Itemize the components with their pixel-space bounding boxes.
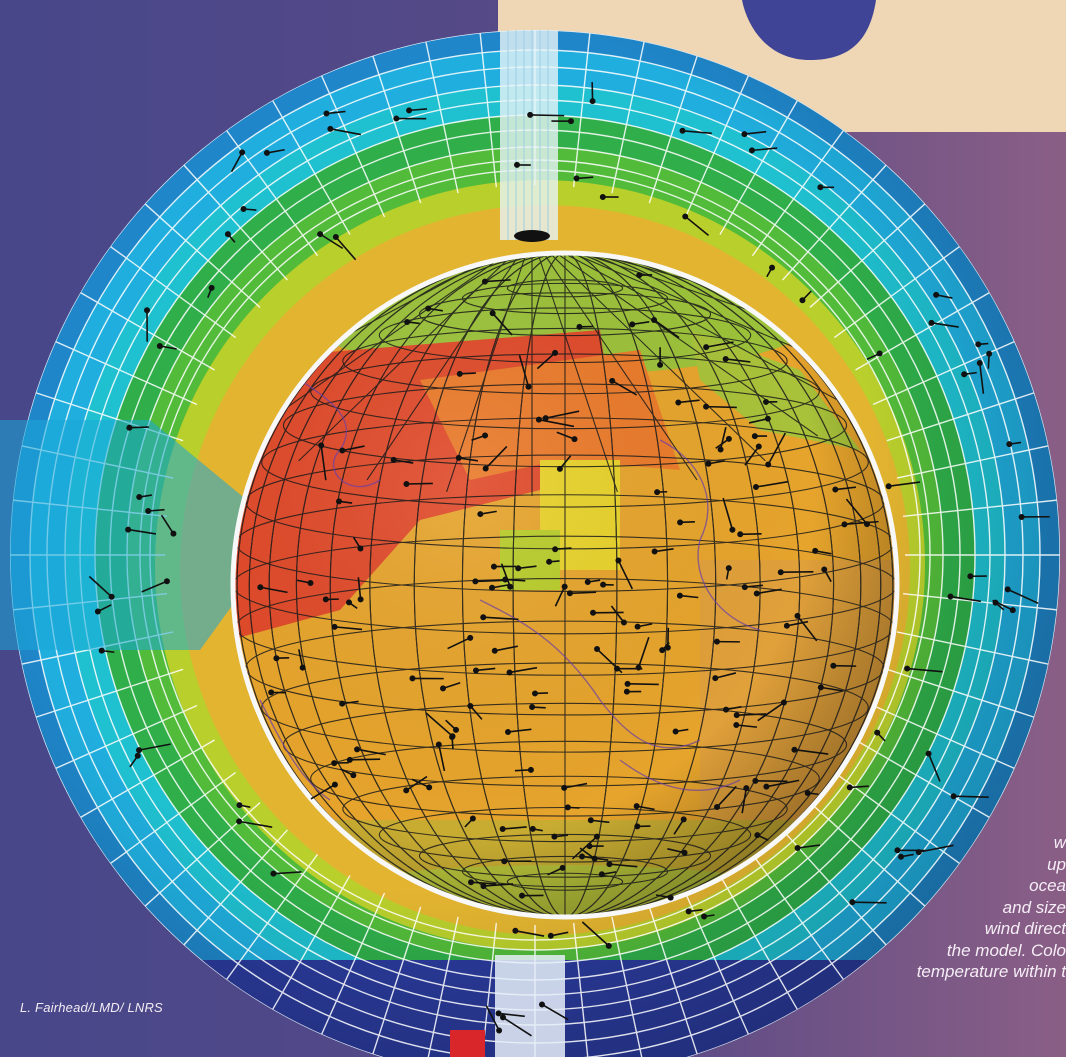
caption-line: the model. Colo bbox=[946, 940, 1066, 960]
cutaway-notch bbox=[0, 420, 265, 650]
figure-caption: w up ocea and size wind direct the model… bbox=[706, 832, 1066, 983]
caption-line: w bbox=[1053, 833, 1066, 852]
caption-line: temperature within t bbox=[916, 962, 1066, 981]
caption-line: up bbox=[1047, 854, 1066, 874]
caption-line: wind direct bbox=[984, 919, 1066, 938]
caption-line: and size bbox=[1002, 897, 1066, 917]
photo-credit: L. Fairhead/LMD/ LNRS bbox=[20, 1000, 163, 1015]
caption-line: ocea bbox=[1029, 876, 1066, 895]
